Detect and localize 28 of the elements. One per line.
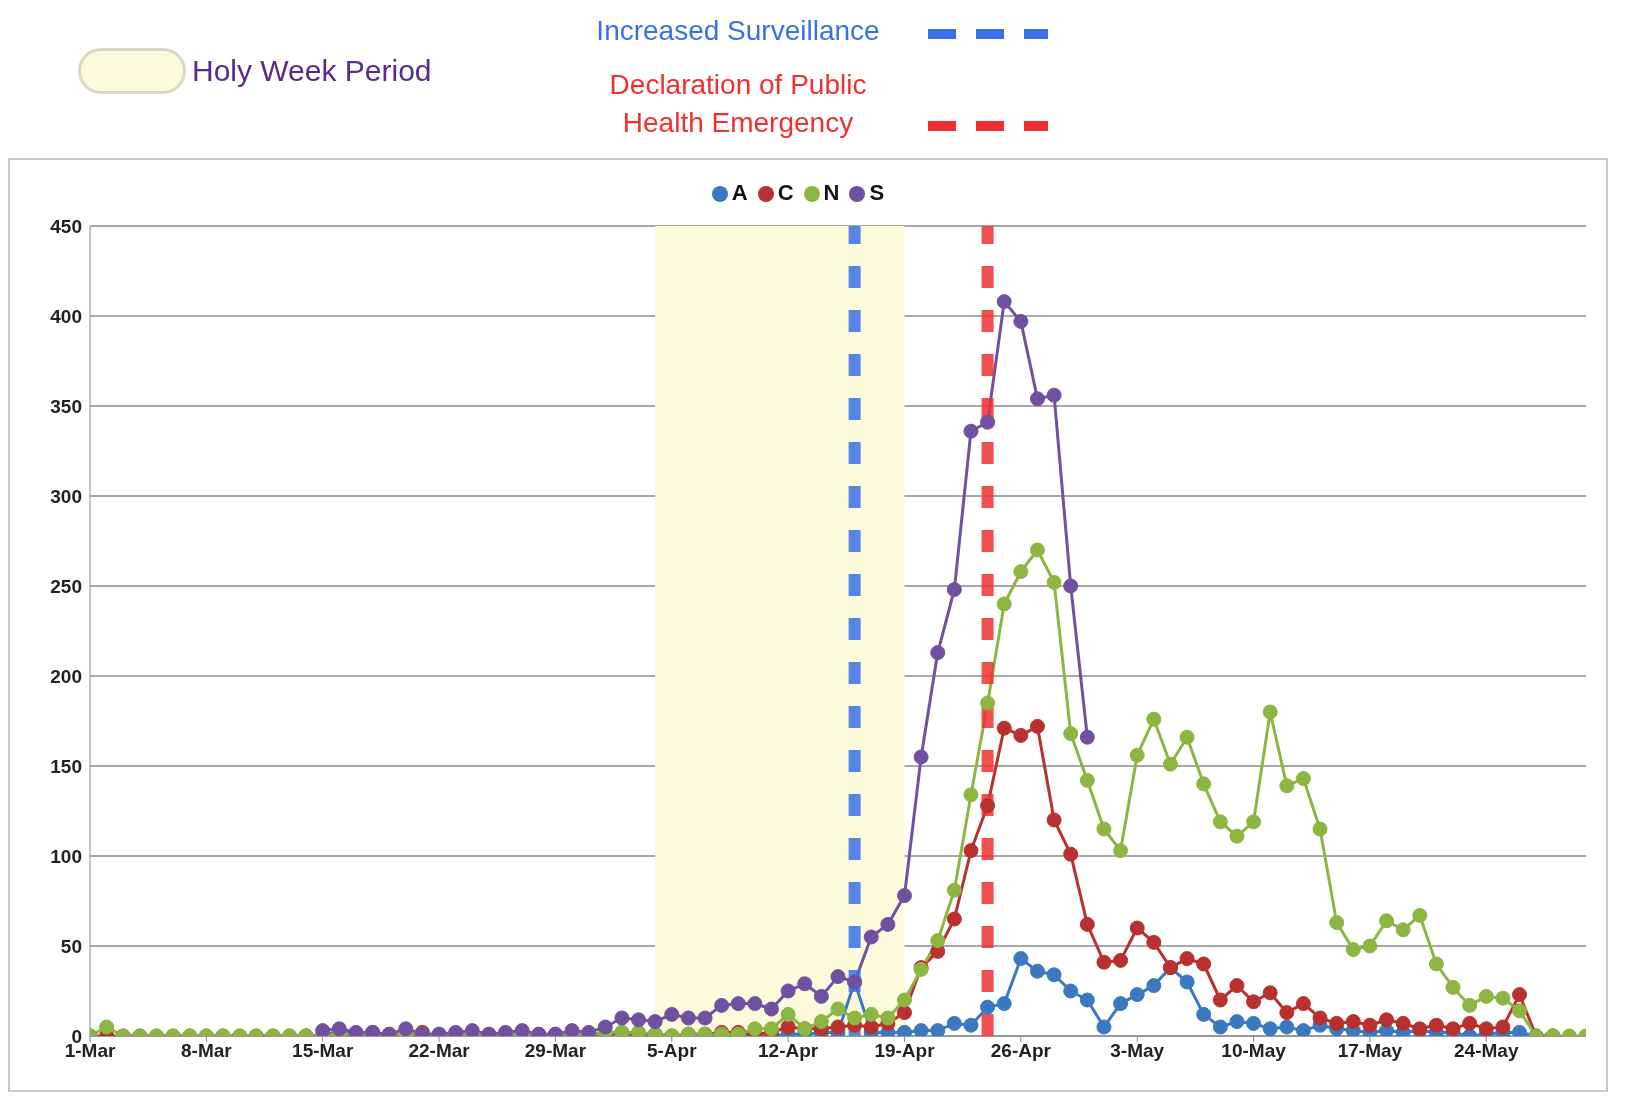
x-tick-label: 5-Apr [646, 1040, 698, 1062]
ref-line-label: Declaration of Public Health Emergency [608, 68, 868, 140]
y-tick-label: 250 [50, 575, 82, 597]
y-tick-label: 100 [50, 845, 82, 867]
legend-label: S [869, 180, 885, 205]
x-tick-label: 12-Apr [758, 1040, 819, 1062]
ref-line-label: Increased Surveillance [595, 14, 881, 48]
x-tick-label: 10-May [1221, 1040, 1287, 1062]
legend-label: N [823, 180, 840, 205]
x-tick-label: 24-May [1454, 1040, 1519, 1062]
x-tick-label: 26-Apr [990, 1040, 1052, 1062]
x-tick-label: 19-Apr [874, 1040, 936, 1062]
y-tick-label: 50 [60, 935, 82, 957]
y-tick-label: 150 [50, 755, 82, 777]
x-tick-label: 15-Mar [292, 1040, 354, 1062]
y-tick-label: 450 [50, 215, 82, 237]
y-tick-label: 200 [50, 665, 82, 687]
legend-label: A [731, 180, 748, 205]
y-tick-label: 300 [50, 485, 82, 507]
legend-label: Holy Week Period [192, 54, 432, 88]
x-tick-label: 3-May [1110, 1040, 1165, 1062]
x-tick-label: 8-Mar [181, 1040, 233, 1062]
x-tick-label: 29-Mar [524, 1040, 587, 1062]
legend-label: C [777, 180, 794, 205]
y-tick-label: 350 [50, 395, 82, 417]
x-tick-label: 17-May [1337, 1040, 1403, 1062]
y-tick-label: 400 [50, 305, 82, 327]
x-tick-label: 22-Mar [408, 1040, 471, 1062]
